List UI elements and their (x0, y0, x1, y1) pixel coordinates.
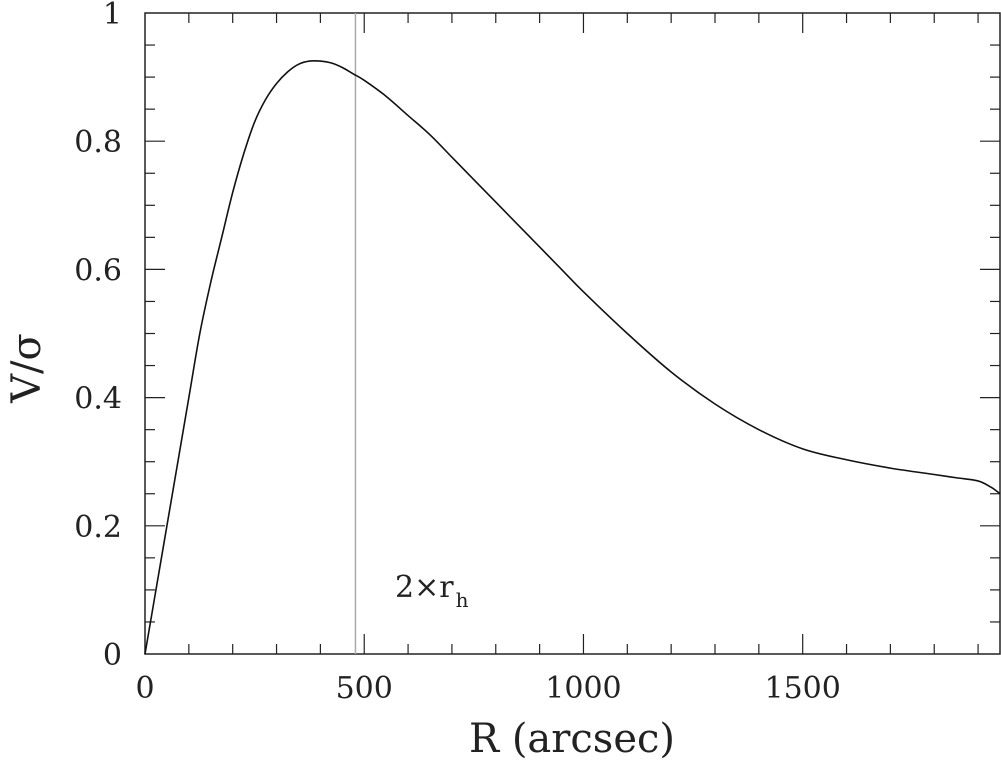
y-tick-label: 0.8 (74, 125, 122, 160)
y-tick-label: 1 (103, 0, 122, 32)
x-axis-title: R (arcsec) (469, 716, 675, 762)
major-ticks (145, 13, 1000, 654)
x-tick-label: 500 (336, 671, 393, 706)
y-tick-label: 0.2 (74, 510, 122, 545)
annotation-text: 2×r (395, 570, 454, 605)
series-line (144, 59, 1001, 655)
plot-frame (144, 12, 1001, 655)
x-tick-label: 1500 (765, 671, 841, 706)
x-tick-label: 0 (135, 671, 154, 706)
y-tick-labels: 0 0.2 0.4 0.6 0.8 1 (74, 0, 122, 673)
x-tick-labels: 0 500 1000 1500 (135, 671, 840, 706)
y-axis-title: V/σ (4, 333, 50, 404)
y-tick-label: 0.6 (74, 253, 122, 288)
x-tick-label: 1000 (545, 671, 621, 706)
annotation-2rh: 2×r h (395, 570, 469, 612)
y-tick-label: 0 (103, 638, 122, 673)
annotation-subscript: h (456, 588, 469, 612)
y-tick-label: 0.4 (74, 382, 122, 417)
minor-ticks (145, 13, 1000, 654)
